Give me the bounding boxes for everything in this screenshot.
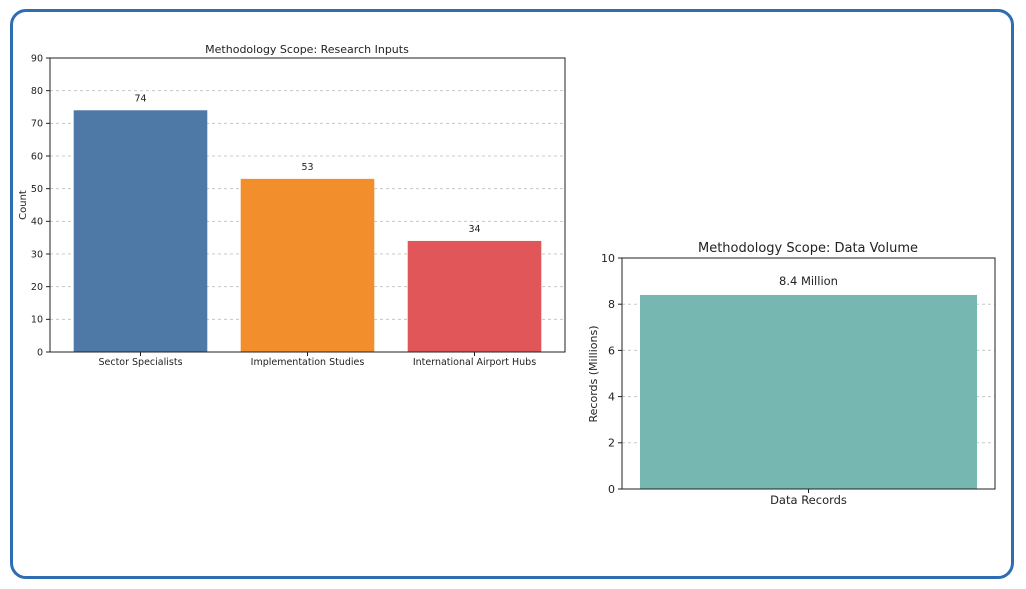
c1-ytick-label: 80 <box>31 86 43 97</box>
c1-data-label: 74 <box>134 93 146 104</box>
c1-ytick-label: 70 <box>31 119 43 130</box>
c1-ytick-label: 40 <box>31 217 43 228</box>
c1-category-label: Implementation Studies <box>251 357 365 368</box>
c1-ytick-label: 60 <box>31 151 43 162</box>
c1-bar <box>240 178 375 352</box>
c1-ytick-label: 90 <box>31 53 43 64</box>
c1-bar <box>407 240 542 352</box>
c1-data-label: 53 <box>301 162 313 173</box>
c1-ytick-label: 10 <box>31 315 43 326</box>
c1-ytick-label: 50 <box>31 184 43 195</box>
c1-data-label: 34 <box>468 224 480 235</box>
chart1-ylabel: Count <box>18 190 29 220</box>
c1-ytick-label: 30 <box>31 249 43 260</box>
c1-category-label: International Airport Hubs <box>413 357 536 368</box>
c1-category-label: Sector Specialists <box>98 357 182 368</box>
c1-ytick-label: 0 <box>37 347 43 358</box>
c1-ytick-label: 20 <box>31 282 43 293</box>
c1-bar <box>73 110 208 353</box>
chart1-title: Methodology Scope: Research Inputs <box>205 43 409 56</box>
